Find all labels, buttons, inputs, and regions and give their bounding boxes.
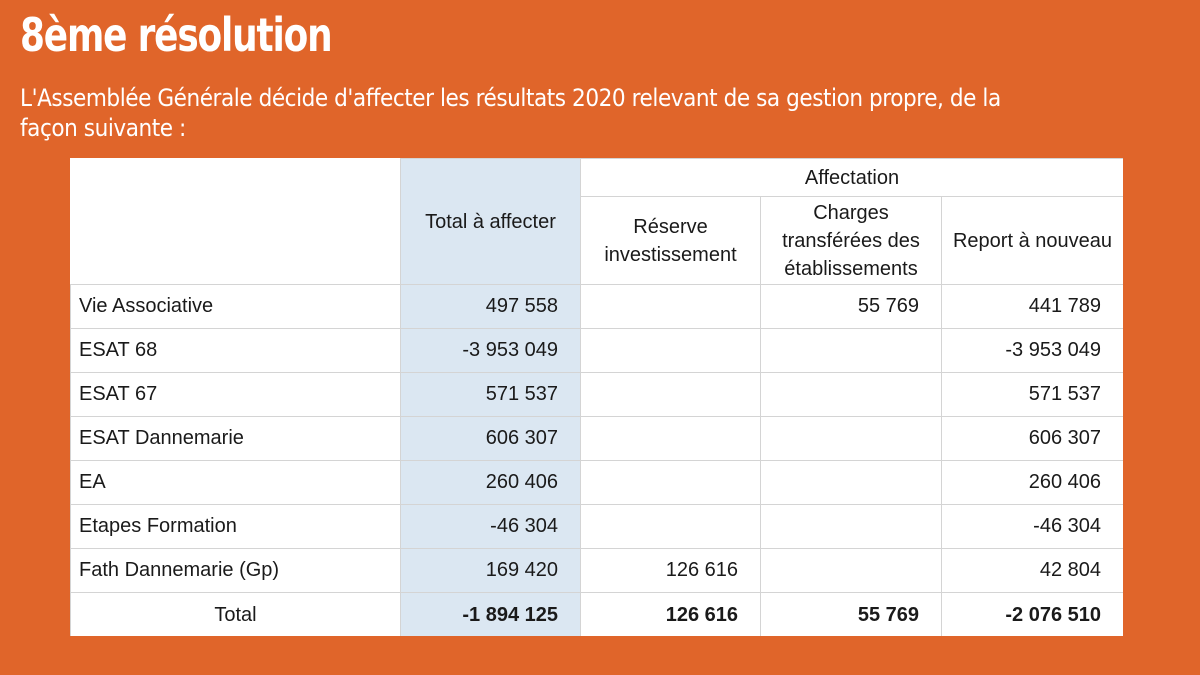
row-report: -3 953 049 (941, 328, 1123, 373)
row-report: 571 537 (941, 372, 1123, 417)
table-row: ESAT 67 571 537 571 537 (70, 372, 1123, 417)
slide-title: 8ème résolution (20, 8, 333, 62)
total-report: -2 076 510 (941, 592, 1123, 636)
row-reserve (580, 328, 761, 373)
row-report: -46 304 (941, 504, 1123, 549)
row-reserve (580, 416, 761, 461)
header-row-group: Total à affecter Affectation (70, 158, 1123, 285)
header-report-a-nouveau: Report à nouveau (941, 196, 1123, 285)
total-total: -1 894 125 (400, 592, 581, 636)
row-total: 497 558 (400, 284, 581, 329)
row-charges (760, 548, 942, 593)
row-reserve: 126 616 (580, 548, 761, 593)
table-row: ESAT Dannemarie 606 307 606 307 (70, 416, 1123, 461)
row-label: Etapes Formation (70, 504, 401, 549)
table-row: ESAT 68 -3 953 049 -3 953 049 (70, 328, 1123, 373)
row-report: 441 789 (941, 284, 1123, 329)
row-total: -46 304 (400, 504, 581, 549)
row-report: 42 804 (941, 548, 1123, 593)
row-reserve (580, 372, 761, 417)
row-label: EA (70, 460, 401, 505)
row-total: -3 953 049 (400, 328, 581, 373)
table-row: EA 260 406 260 406 (70, 460, 1123, 505)
total-charges: 55 769 (760, 592, 942, 636)
header-affectation-group: Affectation (580, 158, 1123, 197)
row-label: Vie Associative (70, 284, 401, 329)
total-row: Total -1 894 125 126 616 55 769 -2 076 5… (70, 592, 1123, 636)
allocation-table-container: Total à affecter Affectation Réserve inv… (70, 158, 1123, 636)
header-total-to-allocate: Total à affecter (400, 158, 581, 285)
row-charges (760, 416, 942, 461)
row-charges: 55 769 (760, 284, 942, 329)
row-report: 606 307 (941, 416, 1123, 461)
table-row: Fath Dannemarie (Gp) 169 420 126 616 42 … (70, 548, 1123, 593)
header-reserve-investissement: Réserve investissement (580, 196, 761, 285)
allocation-table: Total à affecter Affectation Réserve inv… (70, 158, 1123, 636)
row-charges (760, 504, 942, 549)
row-reserve (580, 284, 761, 329)
row-reserve (580, 504, 761, 549)
row-total: 260 406 (400, 460, 581, 505)
header-corner-cell (70, 158, 401, 285)
row-total: 169 420 (400, 548, 581, 593)
row-label: ESAT 68 (70, 328, 401, 373)
header-row-columns: Réserve investissement Charges transféré… (71, 196, 1123, 285)
row-total: 606 307 (400, 416, 581, 461)
total-reserve: 126 616 (580, 592, 761, 636)
row-charges (760, 460, 942, 505)
row-label: ESAT 67 (70, 372, 401, 417)
row-charges (760, 328, 942, 373)
row-charges (760, 372, 942, 417)
row-label: Fath Dannemarie (Gp) (70, 548, 401, 593)
table-row: Etapes Formation -46 304 -46 304 (70, 504, 1123, 549)
row-label: ESAT Dannemarie (70, 416, 401, 461)
row-reserve (580, 460, 761, 505)
header-charges-transferees: Charges transférées des établissements (760, 196, 942, 285)
table-row: Vie Associative 497 558 55 769 441 789 (70, 284, 1123, 329)
row-report: 260 406 (941, 460, 1123, 505)
total-label: Total (70, 592, 401, 636)
slide-subtitle: L'Assemblée Générale décide d'affecter l… (20, 84, 1001, 142)
row-total: 571 537 (400, 372, 581, 417)
